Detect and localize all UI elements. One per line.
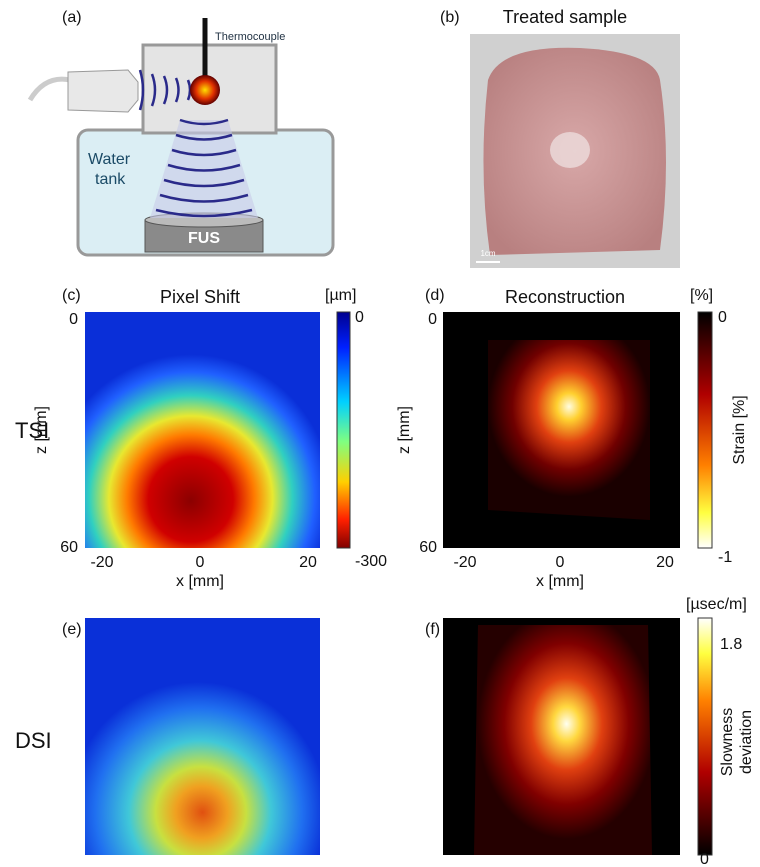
colorbar-label: Slowness	[719, 708, 736, 776]
panel-title: Pixel Shift	[160, 287, 240, 307]
heatmap-region	[488, 340, 650, 520]
colorbar-tick: 0	[700, 851, 709, 867]
panel-title: Reconstruction	[505, 287, 625, 307]
fus-label: FUS	[188, 230, 220, 247]
panel-label: (f)	[425, 621, 440, 638]
colorbar-unit: [µm]	[325, 287, 356, 304]
colorbar-tick: 1.8	[720, 636, 742, 653]
x-axis-label: x [mm]	[536, 573, 584, 590]
colorbar-tick: -1	[718, 549, 732, 566]
colorbar	[337, 312, 350, 548]
thermocouple-label: Thermocouple	[215, 31, 285, 43]
colorbar	[698, 312, 712, 548]
x-tick-label: -20	[90, 554, 113, 571]
setup-diagram: Thermocouple Water tank FUS	[30, 18, 333, 255]
x-tick-label: 0	[196, 554, 205, 571]
colorbar-label: deviation	[738, 710, 755, 774]
panel-title: Treated sample	[503, 7, 627, 27]
panel-label: (c)	[62, 287, 81, 304]
y-axis-label: z [mm]	[396, 406, 413, 454]
water-tank-label: tank	[95, 171, 126, 188]
colorbar-tick: 0	[718, 309, 727, 326]
y-tick-label: 60	[60, 539, 78, 556]
colorbar	[698, 618, 712, 855]
y-tick-label: 60	[419, 539, 437, 556]
x-tick-label: 0	[556, 554, 565, 571]
heatmap-region	[474, 625, 652, 855]
panel-label: (e)	[62, 621, 82, 638]
x-axis-label: x [mm]	[176, 573, 224, 590]
colorbar-label: Strain [%]	[731, 395, 748, 464]
colorbar-unit: [µsec/m]	[686, 596, 747, 613]
panel-label: (b)	[440, 9, 460, 26]
y-tick-label: 0	[69, 311, 78, 328]
panel-label: (a)	[62, 9, 82, 26]
sample-photo: 1cm	[470, 34, 680, 268]
y-tick-label: 0	[428, 311, 437, 328]
x-tick-label: 20	[299, 554, 317, 571]
row-label: DSI	[15, 728, 52, 753]
heatmap	[85, 618, 320, 855]
x-tick-label: -20	[453, 554, 476, 571]
heatmap	[85, 312, 320, 548]
x-tick-label: 20	[656, 554, 674, 571]
colorbar-tick: -300	[355, 553, 387, 570]
panel-label: (d)	[425, 287, 445, 304]
colorbar-tick: 0	[355, 309, 364, 326]
y-axis-label: z [mm]	[33, 406, 50, 454]
scale-bar-label: 1cm	[480, 249, 495, 258]
water-tank-label: Water	[88, 151, 131, 168]
colorbar-unit: [%]	[690, 287, 713, 304]
figure: Thermocouple Water tank FUS (a) (b) Trea…	[0, 0, 760, 867]
